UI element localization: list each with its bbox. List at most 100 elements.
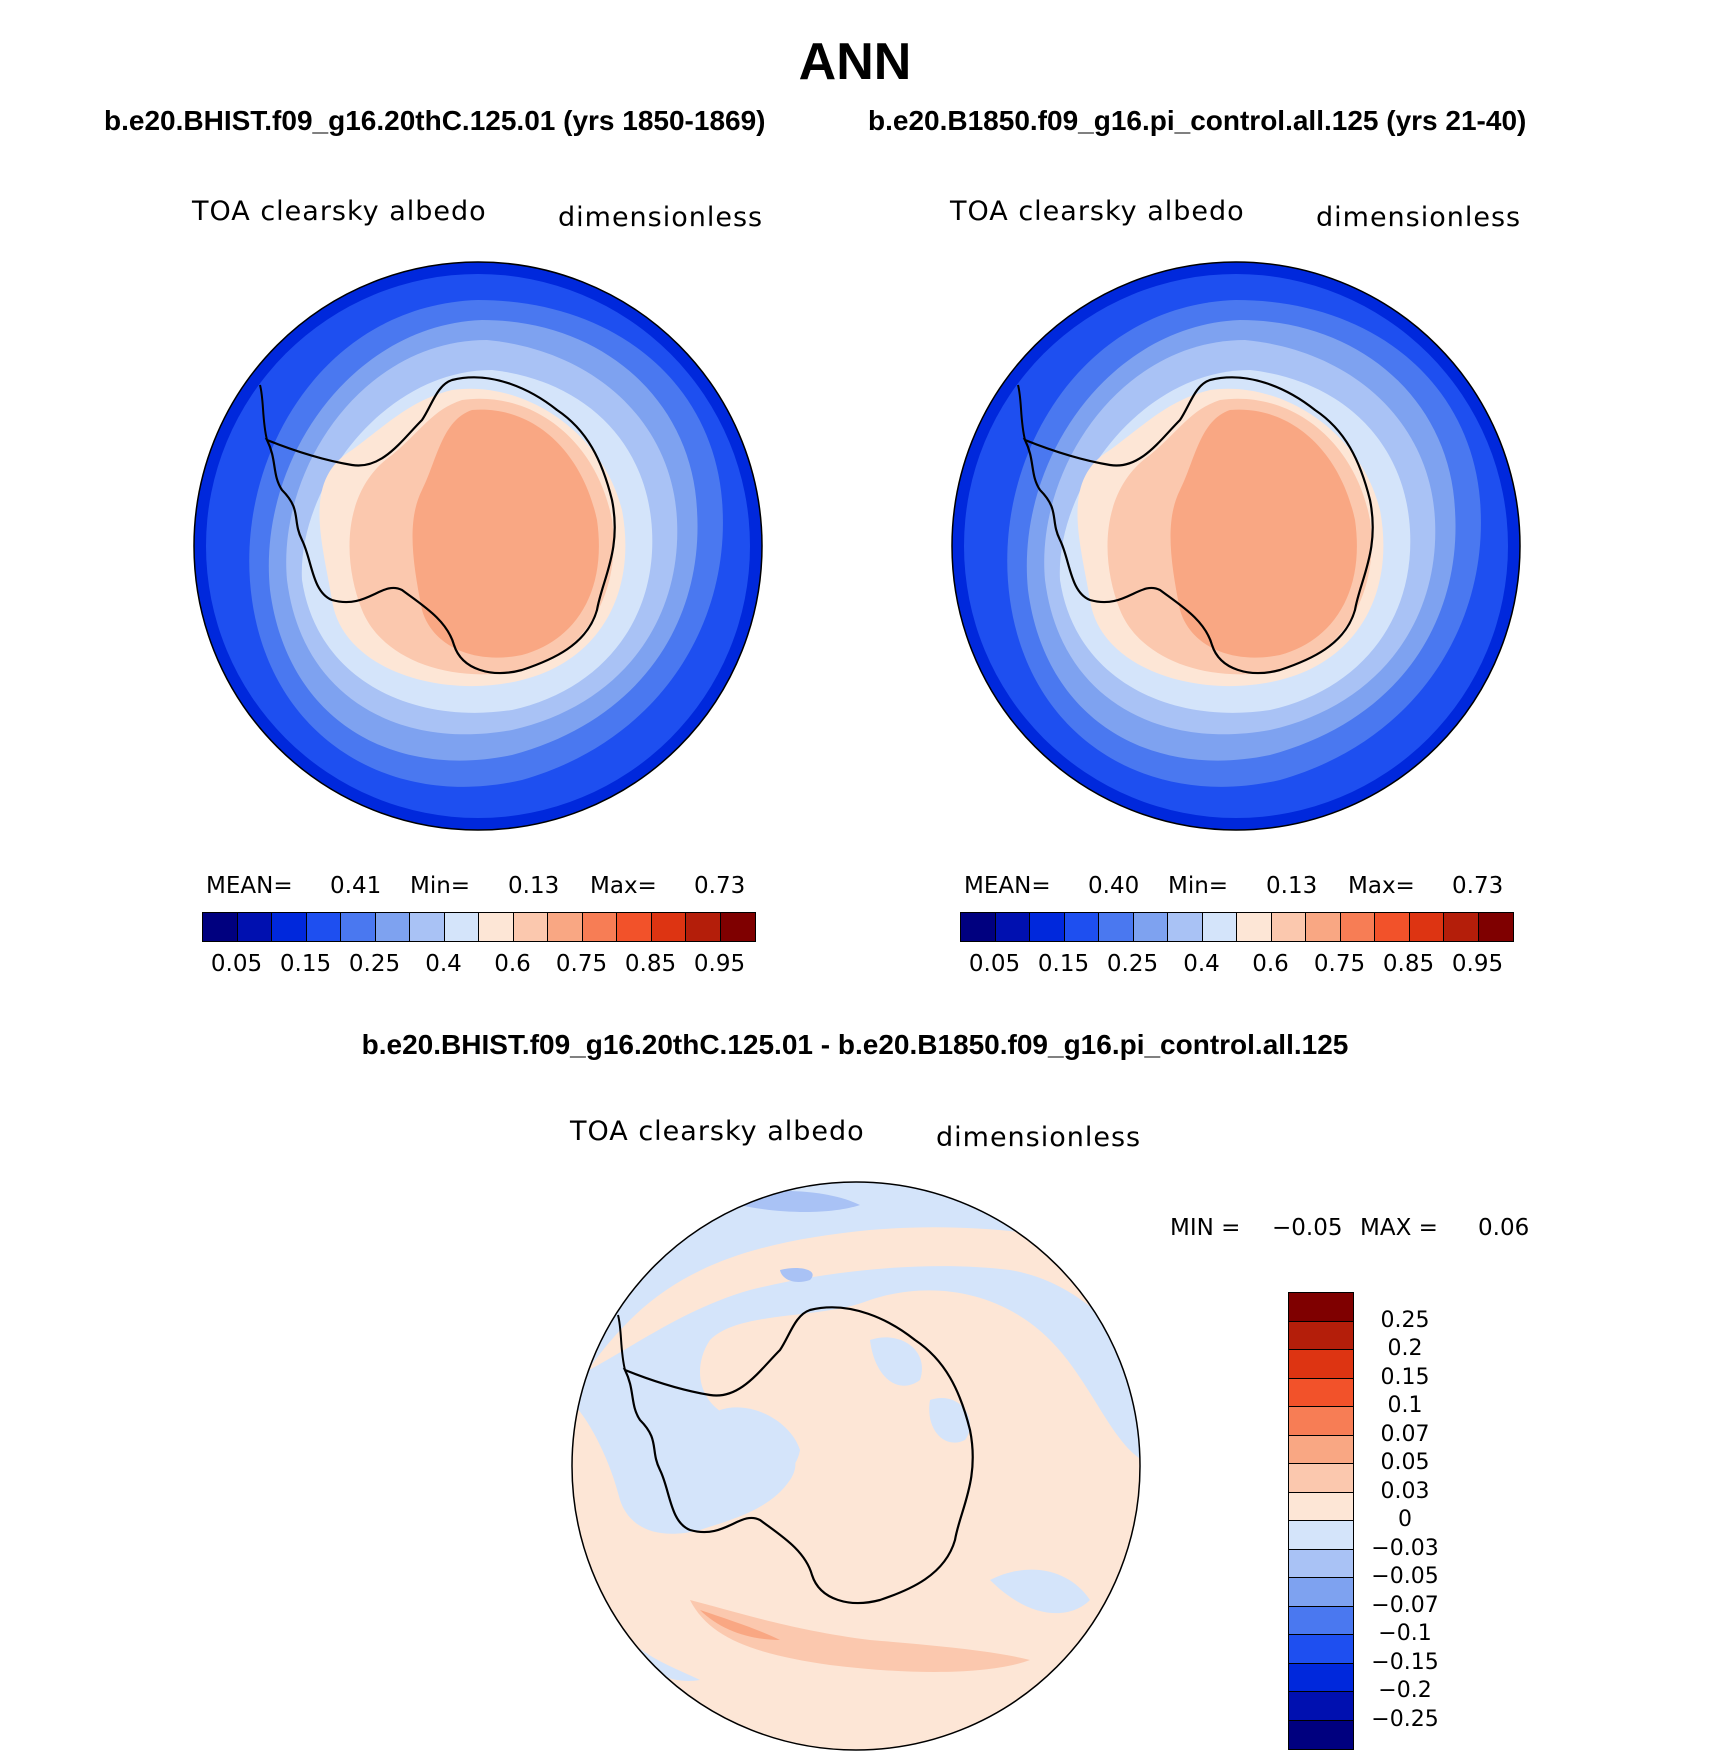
colorbar-swatch: [961, 913, 996, 941]
colorbar-swatch: [1289, 1407, 1353, 1436]
colorbar-swatch: [1375, 913, 1410, 941]
colorbar-tick-label: 0.05: [968, 951, 1021, 977]
main-title: ANN: [798, 33, 912, 91]
colorbar-tick-label: 0.15: [1037, 951, 1090, 977]
colorbar-swatch: [1133, 913, 1168, 941]
colorbar-tick-label: 0.85: [1382, 951, 1435, 977]
panel1-mean-label: MEAN=: [206, 873, 293, 899]
colorbar-swatch: [1289, 1321, 1353, 1350]
colorbar-tick-label: −0.03: [1371, 1535, 1439, 1561]
colorbar-swatch: [306, 913, 341, 941]
colorbar-swatch: [375, 913, 410, 941]
subtitle-control: b.e20.B1850.f09_g16.pi_control.all.125 (…: [868, 105, 1527, 136]
panel3-difference-map: [571, 1181, 1141, 1751]
panel1-max-label: Max=: [590, 873, 657, 899]
colorbar-tick-label: 0.75: [1313, 951, 1366, 977]
panel2-mean-value: 0.40: [1088, 873, 1140, 899]
colorbar-swatch: [1030, 913, 1065, 941]
colorbar-tick-label: 0.25: [348, 951, 401, 977]
colorbar-swatch: [444, 913, 479, 941]
colorbar-swatch: [237, 913, 272, 941]
colorbar-swatch: [1409, 913, 1444, 941]
panel3-colorbar: [1288, 1292, 1354, 1750]
colorbar-tick-label: −0.07: [1371, 1592, 1439, 1618]
colorbar-tick-label: 0.95: [693, 951, 746, 977]
colorbar-tick-label: 0: [1398, 1507, 1412, 1532]
colorbar-swatch: [1289, 1378, 1353, 1407]
colorbar-swatch: [686, 913, 721, 941]
colorbar-tick-label: 0.1: [1387, 1393, 1423, 1418]
colorbar-tick-label: 0.2: [1387, 1336, 1423, 1361]
colorbar-tick-label: −0.1: [1378, 1621, 1432, 1646]
colorbar-tick-label: −0.25: [1371, 1706, 1439, 1732]
colorbar-swatch: [617, 913, 652, 941]
panel3-variable-label: TOA clearsky albedo: [570, 1116, 865, 1147]
panel2-min-value: 0.13: [1266, 873, 1318, 899]
panel2-min-label: Min=: [1168, 873, 1229, 899]
panel1-max-value: 0.73: [694, 873, 746, 899]
colorbar-swatch: [479, 913, 514, 941]
colorbar-tick-label: 0.95: [1451, 951, 1504, 977]
colorbar-swatch: [1289, 1720, 1353, 1749]
colorbar-swatch: [1306, 913, 1341, 941]
panel2-units-label: dimensionless: [1316, 202, 1522, 233]
panel3-max-label: MAX =: [1360, 1215, 1438, 1241]
colorbar-swatch: [582, 913, 617, 941]
panel2-colorbar: [960, 912, 1514, 942]
colorbar-swatch: [203, 913, 238, 941]
colorbar-tick-label: 0.25: [1106, 951, 1159, 977]
colorbar-swatch: [995, 913, 1030, 941]
colorbar-tick-label: 0.6: [494, 951, 531, 977]
colorbar-tick-label: 0.15: [279, 951, 332, 977]
colorbar-swatch: [651, 913, 686, 941]
colorbar-swatch: [720, 913, 755, 941]
colorbar-swatch: [1289, 1663, 1353, 1692]
colorbar-swatch: [1202, 913, 1237, 941]
panel3-units-label: dimensionless: [936, 1122, 1142, 1153]
colorbar-swatch: [1289, 1435, 1353, 1464]
panel1-min-label: Min=: [410, 873, 471, 899]
colorbar-swatch: [1340, 913, 1375, 941]
colorbar-swatch: [1168, 913, 1203, 941]
panel2-max-value: 0.73: [1452, 873, 1504, 899]
colorbar-swatch: [410, 913, 445, 941]
colorbar-tick-label: 0.4: [1183, 951, 1220, 977]
colorbar-tick-label: 0.25: [1380, 1307, 1430, 1333]
colorbar-tick-label: 0.75: [555, 951, 608, 977]
panel3-min-label: MIN =: [1170, 1215, 1241, 1241]
colorbar-swatch: [1289, 1635, 1353, 1664]
panel2-max-label: Max=: [1348, 873, 1415, 899]
panel1-mean-value: 0.41: [330, 873, 382, 899]
panel1-colorbar: [202, 912, 756, 942]
colorbar-swatch: [272, 913, 307, 941]
colorbar-tick-label: 0.6: [1252, 951, 1289, 977]
difference-title: b.e20.BHIST.f09_g16.20thC.125.01 - b.e20…: [361, 1029, 1349, 1060]
colorbar-swatch: [1289, 1464, 1353, 1493]
colorbar-swatch: [1289, 1492, 1353, 1521]
panel3-min-value: −0.05: [1272, 1215, 1343, 1241]
colorbar-tick-label: −0.2: [1378, 1678, 1432, 1703]
colorbar-swatch: [1289, 1549, 1353, 1578]
colorbar-swatch: [1099, 913, 1134, 941]
subtitle-case: b.e20.BHIST.f09_g16.20thC.125.01 (yrs 18…: [104, 105, 766, 136]
colorbar-swatch: [1289, 1293, 1353, 1322]
panel2-mean-label: MEAN=: [964, 873, 1051, 899]
colorbar-swatch: [1289, 1578, 1353, 1607]
colorbar-tick-label: 0.03: [1380, 1478, 1430, 1504]
panel1-map: [193, 261, 763, 831]
colorbar-swatch: [1289, 1606, 1353, 1635]
colorbar-tick-label: 0.85: [624, 951, 677, 977]
colorbar-tick-label: −0.15: [1371, 1649, 1439, 1675]
panel3-max-value: 0.06: [1478, 1215, 1530, 1241]
panel1-variable-label: TOA clearsky albedo: [192, 196, 487, 227]
colorbar-tick-label: 0.05: [1380, 1450, 1430, 1475]
colorbar-swatch: [513, 913, 548, 941]
panel2-map: [951, 261, 1521, 831]
colorbar-tick-label: 0.07: [1380, 1421, 1430, 1447]
panel2-variable-label: TOA clearsky albedo: [950, 196, 1245, 227]
colorbar-swatch: [1064, 913, 1099, 941]
colorbar-swatch: [1289, 1692, 1353, 1721]
colorbar-tick-label: 0.05: [210, 951, 263, 977]
colorbar-tick-label: 0.15: [1380, 1364, 1430, 1390]
panel1-units-label: dimensionless: [558, 202, 764, 233]
